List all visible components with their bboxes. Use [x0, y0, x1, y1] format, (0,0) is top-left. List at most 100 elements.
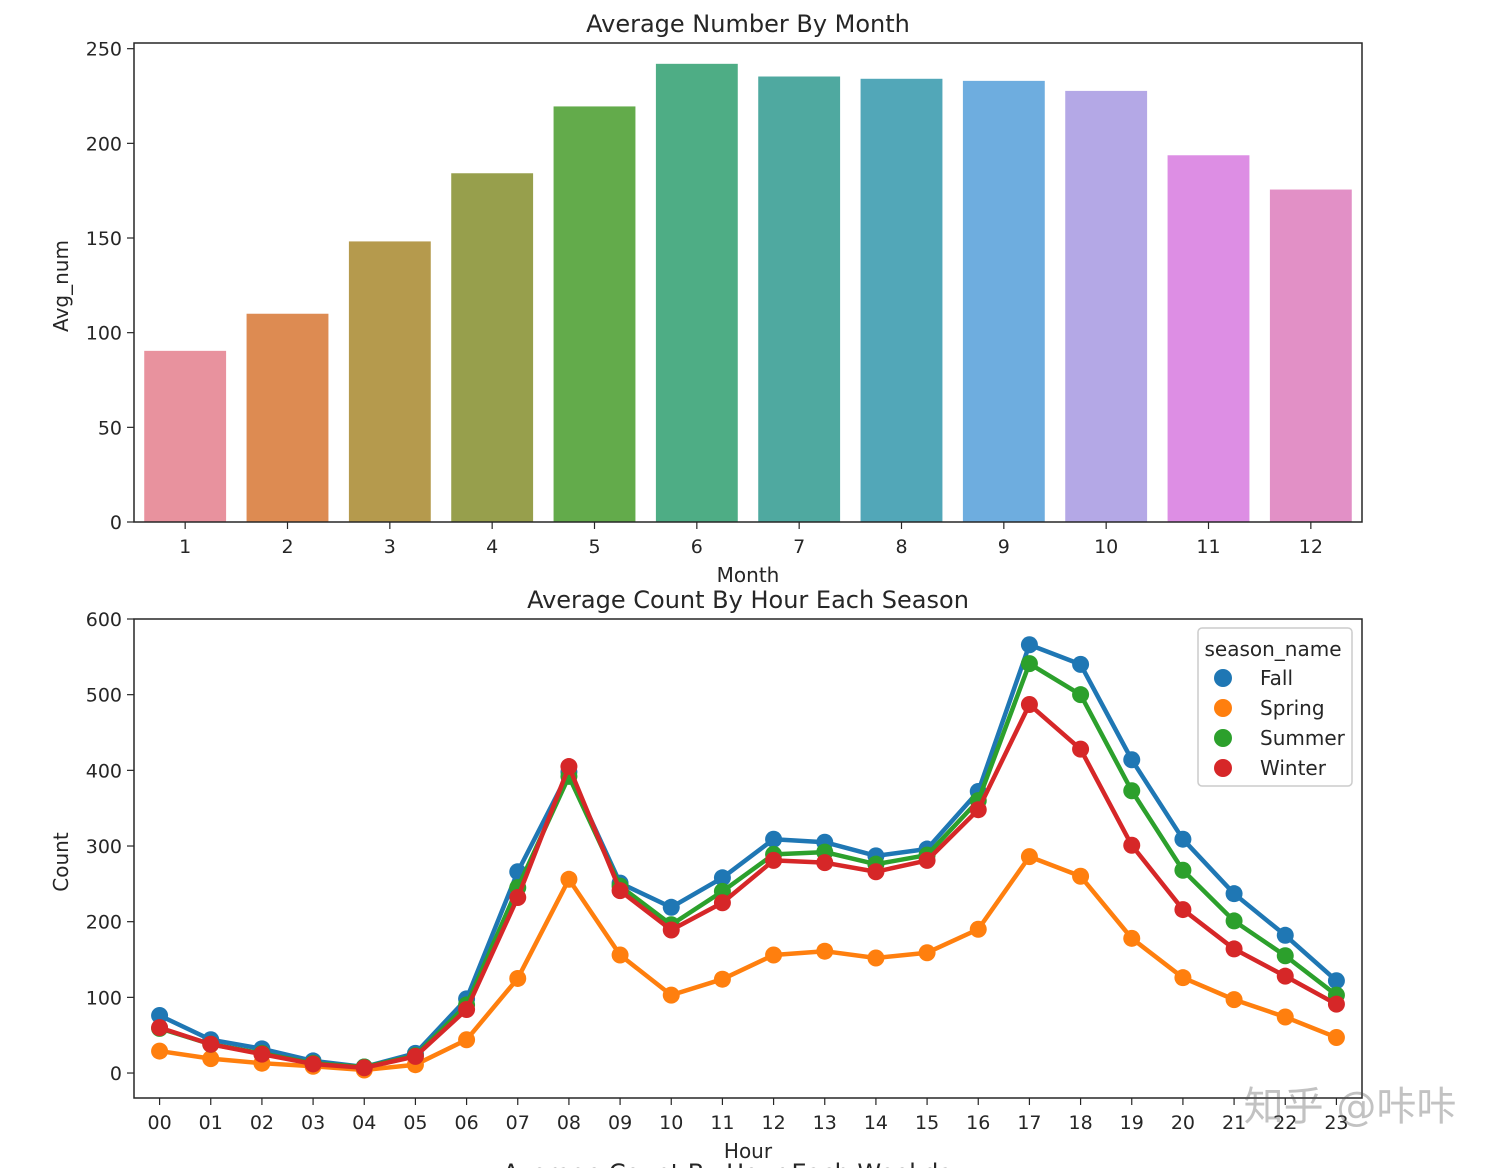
series-point-winter — [560, 758, 578, 776]
series-point-winter — [1020, 696, 1038, 714]
series-point-spring — [1225, 991, 1243, 1009]
legend-marker-winter — [1214, 759, 1232, 777]
series-point-summer — [1072, 686, 1090, 704]
series-point-winter — [969, 801, 987, 819]
chart2-x-tick-label: 15 — [915, 1112, 939, 1134]
series-point-winter — [765, 851, 783, 869]
series-point-spring — [560, 870, 578, 888]
chart2-title: Average Count By Hour Each Season — [527, 586, 969, 614]
series-point-winter — [1276, 967, 1294, 985]
chart1-y-tick-label: 250 — [86, 39, 122, 61]
watermark: 知乎 @咔咔 — [1244, 1084, 1457, 1130]
chart2-y-tick-label: 0 — [110, 1063, 122, 1085]
legend-label-fall: Fall — [1260, 666, 1293, 690]
series-point-fall — [1276, 926, 1294, 944]
series-point-fall — [662, 898, 680, 916]
series-point-spring — [765, 946, 783, 964]
series-line-winter — [158, 702, 1338, 1070]
chart1-bar — [860, 78, 943, 522]
chart2-legend: season_name Fall Spring Summer Winter — [1197, 627, 1353, 787]
chart2-x-tick-label: 10 — [659, 1112, 683, 1134]
chart1-bar — [1065, 90, 1148, 523]
legend-label-spring: Spring — [1260, 696, 1325, 720]
chart2-y-tick-label: 300 — [86, 836, 122, 858]
chart1-x-tick-label: 8 — [895, 536, 907, 558]
series-point-fall — [1020, 636, 1038, 654]
series-point-winter — [304, 1055, 322, 1073]
series-point-fall — [1072, 655, 1090, 673]
chart1-x-tick-label: 6 — [691, 536, 703, 558]
series-point-winter — [1225, 940, 1243, 958]
chart1-y-tick-label: 200 — [86, 133, 122, 155]
chart1-x-tick-label: 12 — [1299, 536, 1323, 558]
chart2-x-tick-label: 11 — [710, 1112, 734, 1134]
legend-marker-summer — [1214, 729, 1232, 747]
series-point-spring — [458, 1031, 476, 1049]
series-point-winter — [816, 854, 834, 872]
chart1-y-tick-label: 150 — [86, 228, 122, 250]
chart1-x-axis-label: Month — [717, 563, 780, 587]
legend-marker-spring — [1214, 699, 1232, 717]
next-chart-title-cut: Average Count By Hour Each Weekday — [503, 1159, 968, 1168]
chart1-x-tick-label: 7 — [793, 536, 805, 558]
chart1-bar — [144, 350, 227, 522]
series-point-winter — [355, 1059, 373, 1077]
series-point-spring — [1174, 969, 1192, 987]
series-point-winter — [611, 882, 629, 900]
chart1-x-tick-label: 1 — [179, 536, 191, 558]
chart1-bar — [655, 63, 738, 523]
chart1-bar — [553, 106, 636, 523]
series-point-fall — [765, 830, 783, 848]
series-line-spring — [159, 854, 1338, 1073]
chart1-bar — [451, 173, 534, 523]
series-point-fall — [1174, 830, 1192, 848]
chart2-x-tick-label: 01 — [199, 1112, 223, 1134]
series-point-winter — [713, 894, 731, 912]
series-line-fall — [158, 642, 1338, 1070]
chart1-frame — [133, 42, 1363, 523]
chart1-y-tick-label: 100 — [86, 323, 122, 345]
series-point-spring — [202, 1050, 220, 1068]
chart1-y-axis-label: Avg_num — [49, 240, 73, 332]
chart2-x-tick-label: 02 — [250, 1112, 274, 1134]
chart2-x-tick-label: 06 — [454, 1112, 478, 1134]
series-point-spring — [509, 969, 527, 987]
chart2-x-tick-label: 21 — [1222, 1112, 1246, 1134]
series-point-winter — [202, 1035, 220, 1053]
chart2-plot-area: 0 100 200 300 400 500 600 00 01 02 03 04 05 06 07 08 09 1… — [86, 609, 1363, 1134]
series-point-winter — [918, 851, 936, 869]
series-line-summer — [158, 661, 1338, 1070]
chart2-frame — [133, 618, 1363, 1099]
series-point-spring — [1072, 867, 1090, 885]
chart2-y-tick-label: 200 — [86, 912, 122, 934]
series-point-spring — [1327, 1028, 1345, 1046]
legend-label-summer: Summer — [1260, 726, 1346, 750]
series-point-winter — [509, 888, 527, 906]
series-point-winter — [1072, 740, 1090, 758]
chart2-y-axis-label: Count — [49, 832, 73, 892]
chart1-x-tick-label: 5 — [588, 536, 600, 558]
chart2-x-tick-label: 07 — [506, 1112, 530, 1134]
chart1-y-tick-label: 50 — [98, 417, 122, 439]
chart1-bar — [348, 241, 431, 522]
chart2-y-tick-label: 500 — [86, 685, 122, 707]
series-point-winter — [1123, 836, 1141, 854]
chart1-y-tick-label: 0 — [110, 512, 122, 534]
series-point-winter — [253, 1045, 271, 1063]
series-point-fall — [1327, 972, 1345, 990]
chart1-x-tick-label: 4 — [486, 536, 498, 558]
chart2-x-tick-label: 19 — [1120, 1112, 1144, 1134]
chart2-x-tick-label: 00 — [147, 1112, 171, 1134]
series-point-fall — [1225, 885, 1243, 903]
series-point-fall — [1123, 751, 1141, 769]
chart1-bar — [246, 313, 329, 522]
legend-title: season_name — [1204, 637, 1341, 661]
series-point-fall — [151, 1007, 169, 1025]
chart1-bar — [962, 80, 1045, 523]
chart2-x-tick-label: 14 — [864, 1112, 888, 1134]
series-point-summer — [1174, 861, 1192, 879]
chart2-x-tick-label: 12 — [761, 1112, 785, 1134]
series-point-spring — [867, 949, 885, 967]
